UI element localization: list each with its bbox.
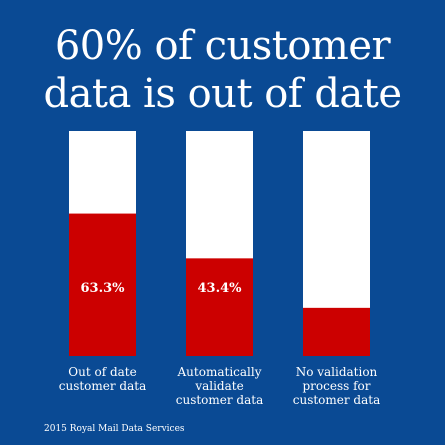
bar-value-label-2: 43.4%	[197, 281, 242, 296]
category-label-3-line-3: customer data	[293, 393, 381, 407]
category-label-2-line-2: validate	[194, 379, 243, 393]
category-label-3-line-2: process for	[303, 379, 371, 393]
category-label-3-line-1: No validation	[296, 365, 378, 379]
title-line-1: 60% of customer	[54, 23, 391, 69]
category-label-1-line-1: Out of date	[68, 365, 136, 379]
source-footer: 2015 Royal Mail Data Services	[44, 424, 185, 434]
category-label-2-line-1: Automatically	[177, 365, 262, 379]
bar-value-label-3: 21.4%	[314, 281, 359, 296]
category-label-2-line-3: customer data	[176, 393, 264, 407]
title-line-2: data is out of date	[43, 71, 402, 117]
chart-title: 60% of customer data is out of date	[0, 22, 445, 118]
bar-value-label-1: 63.3%	[80, 281, 125, 296]
bar-fill-3	[303, 307, 370, 356]
category-label-1-line-2: customer data	[59, 379, 147, 393]
bar-fill-1	[69, 213, 136, 356]
bar-fill-2	[186, 258, 253, 356]
